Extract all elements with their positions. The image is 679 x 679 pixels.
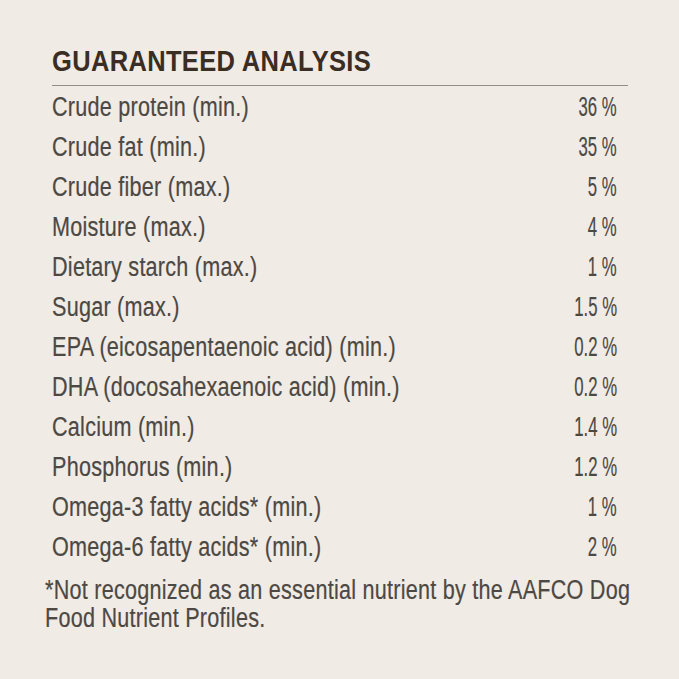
title-divider [52, 85, 628, 86]
section-title: GUARANTEED ANALYSIS [52, 46, 628, 76]
analysis-row: Crude protein (min.) 36 % [52, 87, 617, 127]
nutrient-value: 1.2 % [574, 452, 617, 483]
nutrient-label: Omega-6 fatty acids* (min.) [52, 532, 321, 563]
nutrient-value: 0.2 % [574, 372, 617, 403]
guaranteed-analysis-panel: GUARANTEED ANALYSIS Crude protein (min.)… [0, 0, 679, 679]
nutrient-value: 4 % [588, 212, 617, 243]
nutrient-label: Phosphorus (min.) [52, 452, 233, 483]
nutrient-label: Dietary starch (max.) [52, 252, 257, 283]
nutrient-value: 1 % [588, 252, 617, 283]
section-title-text: GUARANTEED ANALYSIS [52, 46, 371, 76]
nutrient-value: 36 % [579, 92, 617, 123]
analysis-row: Phosphorus (min.) 1.2 % [52, 447, 617, 487]
nutrient-value: 1.4 % [574, 412, 617, 443]
analysis-row: Crude fat (min.) 35 % [52, 127, 617, 167]
nutrient-value: 1.5 % [574, 292, 617, 323]
analysis-row: DHA (docosahexaenoic acid) (min.) 0.2 % [52, 367, 617, 407]
nutrient-label: EPA (eicosapentaenoic acid) (min.) [52, 332, 396, 363]
analysis-row: Moisture (max.) 4 % [52, 207, 617, 247]
nutrient-label: DHA (docosahexaenoic acid) (min.) [52, 372, 400, 403]
nutrient-label: Calcium (min.) [52, 412, 195, 443]
analysis-row: Sugar (max.) 1.5 % [52, 287, 617, 327]
nutrient-value: 0.2 % [574, 332, 617, 363]
analysis-row: Crude fiber (max.) 5 % [52, 167, 617, 207]
nutrient-label: Crude protein (min.) [52, 92, 249, 123]
nutrient-label: Omega-3 fatty acids* (min.) [52, 492, 321, 523]
nutrient-label: Sugar (max.) [52, 292, 180, 323]
footnote-text: *Not recognized as an essential nutrient… [45, 576, 630, 632]
nutrient-value: 2 % [588, 532, 617, 563]
analysis-row: Dietary starch (max.) 1 % [52, 247, 617, 287]
analysis-row: Omega-6 fatty acids* (min.) 2 % [52, 527, 617, 567]
nutrient-label: Crude fat (min.) [52, 132, 206, 163]
nutrient-value: 35 % [579, 132, 617, 163]
footnote: *Not recognized as an essential nutrient… [45, 576, 628, 632]
analysis-row: Omega-3 fatty acids* (min.) 1 % [52, 487, 617, 527]
analysis-row: EPA (eicosapentaenoic acid) (min.) 0.2 % [52, 327, 617, 367]
analysis-row: Calcium (min.) 1.4 % [52, 407, 617, 447]
analysis-table: Crude protein (min.) 36 % Crude fat (min.)… [45, 87, 617, 567]
nutrient-value: 5 % [588, 172, 617, 203]
nutrient-label: Crude fiber (max.) [52, 172, 230, 203]
nutrient-label: Moisture (max.) [52, 212, 206, 243]
nutrient-value: 1 % [588, 492, 617, 523]
